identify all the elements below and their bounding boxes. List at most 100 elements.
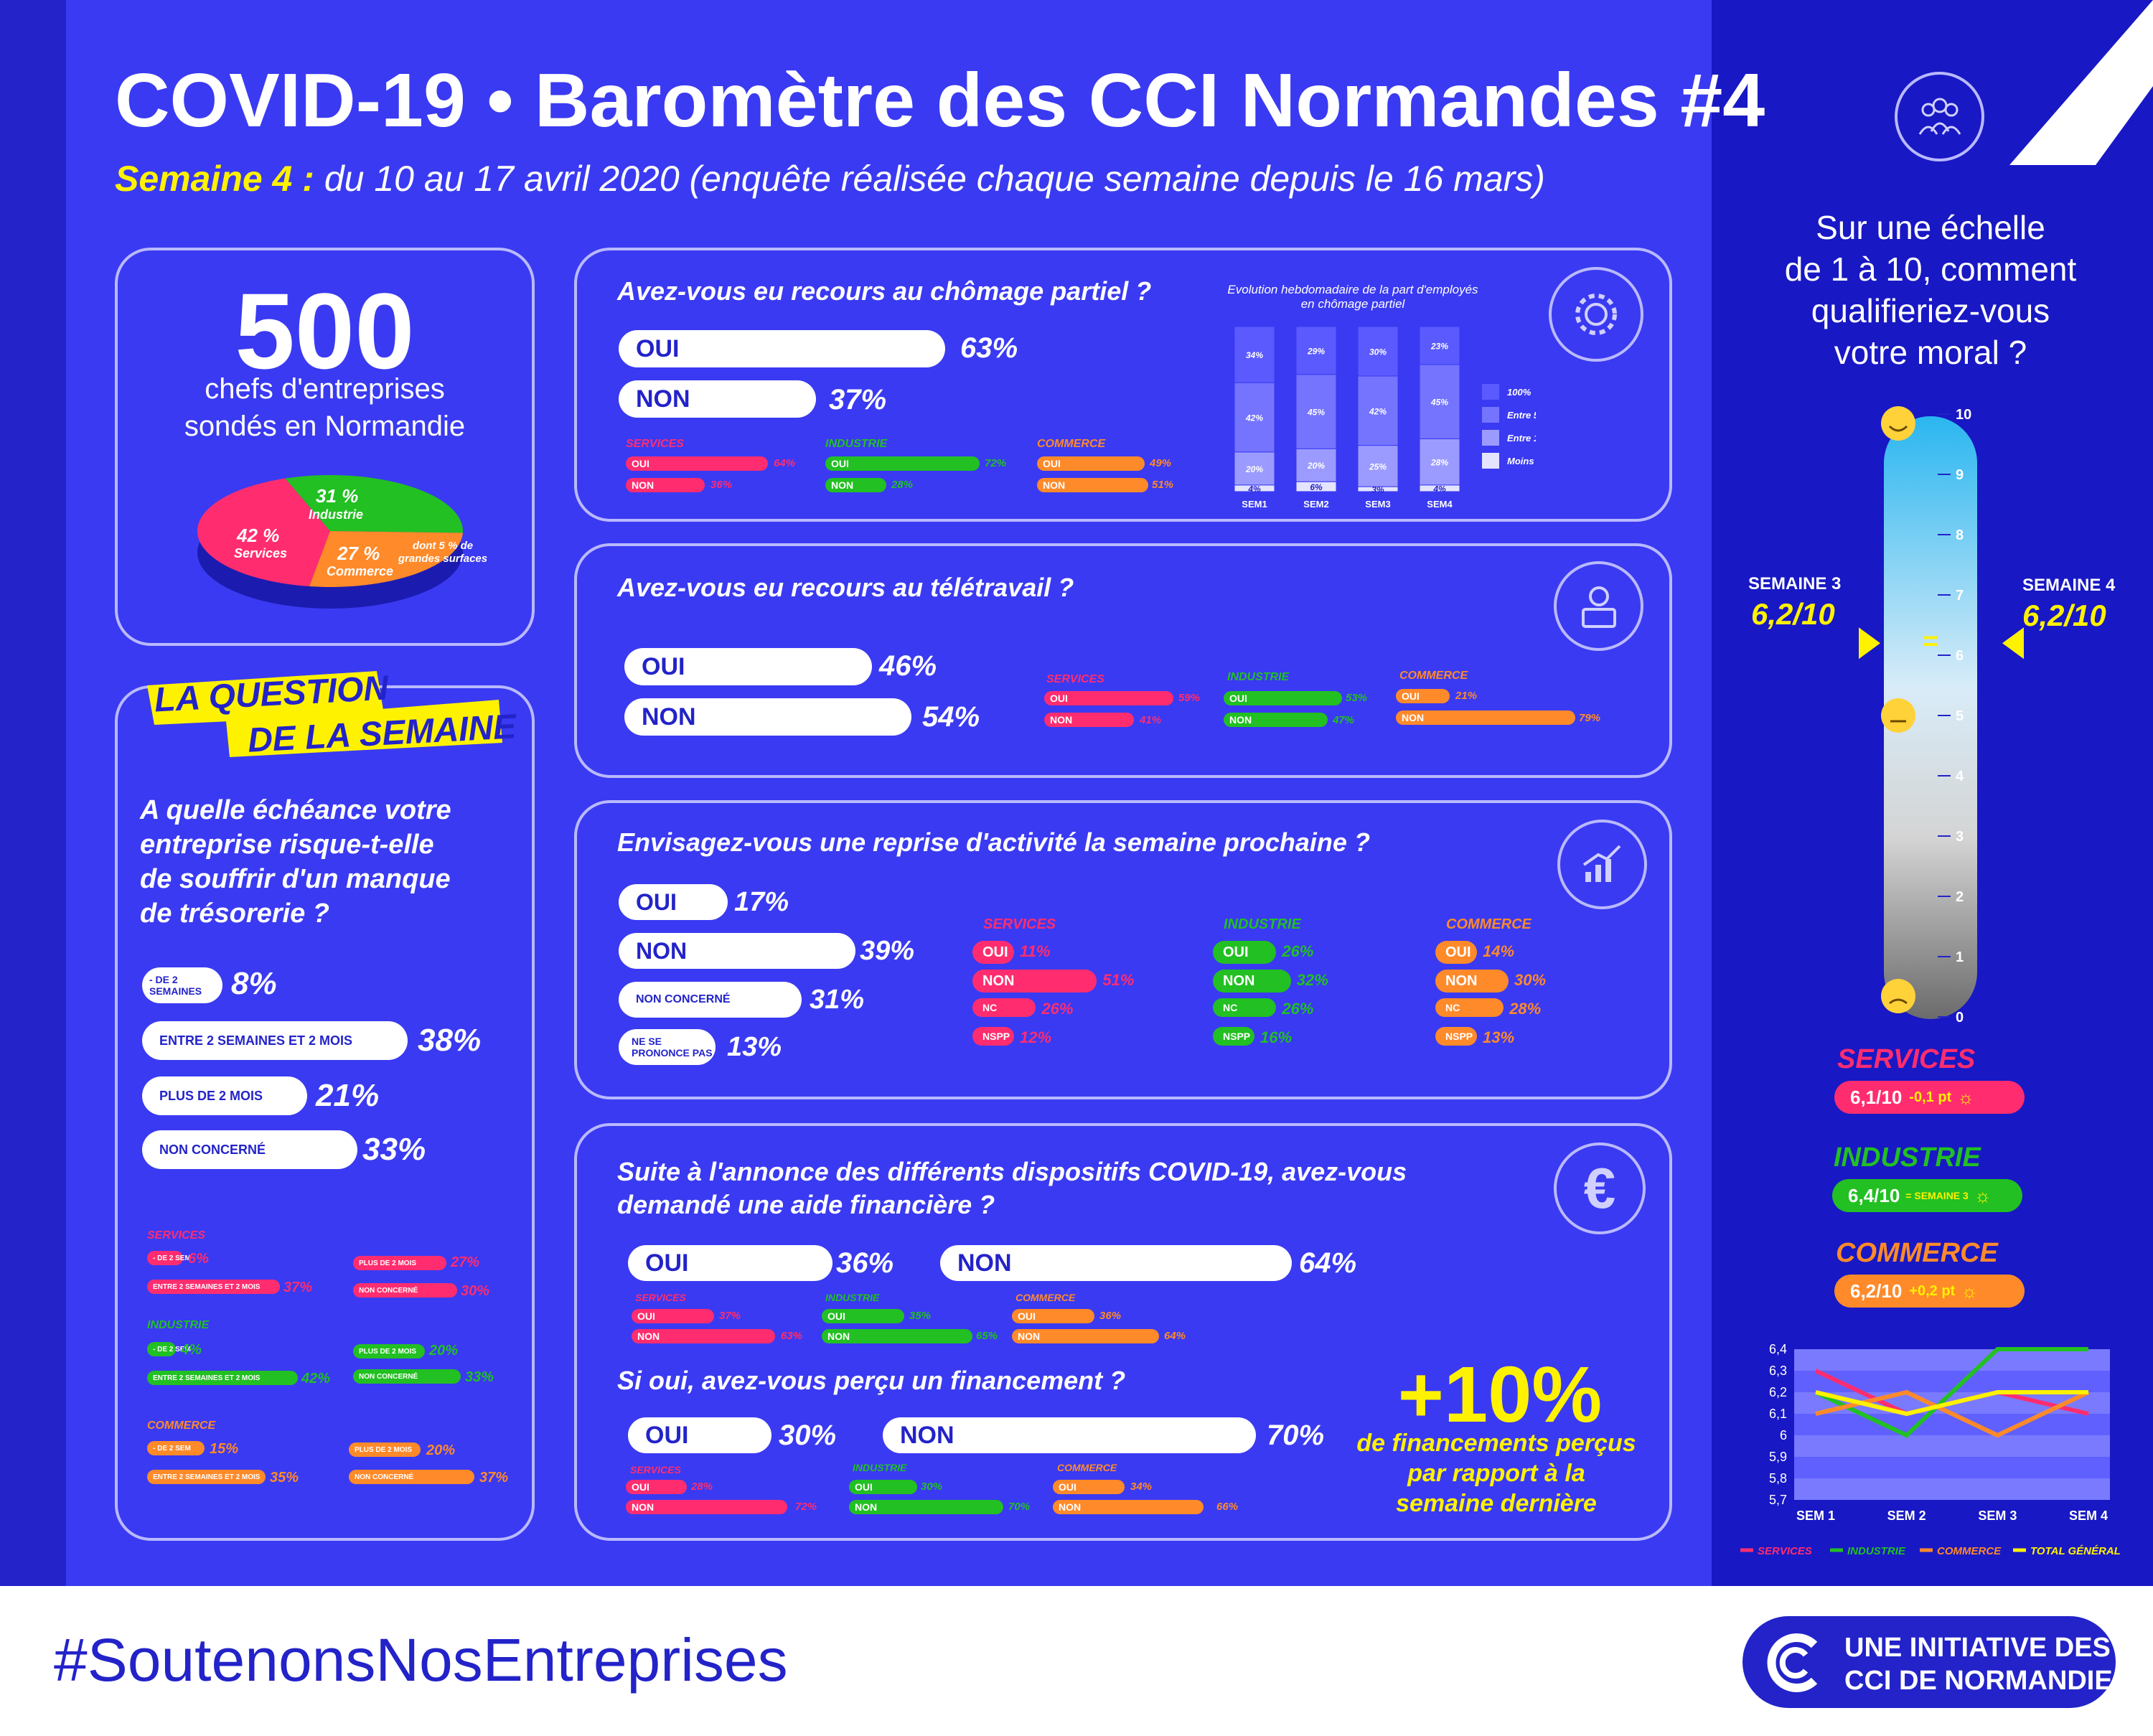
moral-sector-score: 6,2/10 (1850, 1280, 1903, 1302)
pie-slice-commerce (309, 531, 463, 587)
line-legend-label: SERVICES (1758, 1545, 1812, 1557)
stack-bar-label: 29% (1307, 346, 1325, 356)
page-title: COVID-19 • Baromètre des CCI Normandes #… (115, 58, 1765, 143)
neutral-face-icon (1881, 698, 1915, 733)
reprise-sector-bar: NSPP (1435, 1027, 1477, 1046)
chomage-sector-non-value: 28% (891, 479, 914, 491)
chomage-sector-oui-value: 64% (774, 457, 796, 469)
gauge-tick-label: 1 (1956, 949, 1964, 965)
qs-sector-bar: NON CONCERNÉ (349, 1470, 474, 1484)
teletravail-sector-name: INDUSTRIE (1227, 671, 1290, 683)
teletravail-sector-non-value: 47% (1333, 714, 1355, 726)
financement-sector-oui-value: 34% (1130, 1481, 1153, 1493)
pie-note: dont 5 % de grandes surfaces (398, 540, 488, 565)
footer-hashtag: #SoutenonsNosEntreprises (54, 1626, 788, 1694)
reprise-sector-value: 26% (1282, 942, 1314, 960)
line-x-tick: SEM 4 (2069, 1509, 2108, 1523)
qs-sector-value: 27% (451, 1254, 480, 1270)
respondents-line1: chefs d'entreprises (205, 373, 445, 405)
line-x-tick: SEM 2 (1887, 1509, 1926, 1523)
stack-bar-segment (1234, 327, 1275, 383)
stack-bar-label: 20% (1307, 461, 1325, 471)
stack-category-label: SEM3 (1365, 499, 1390, 510)
teletravail-sector-oui: OUI (1396, 689, 1450, 703)
moral-sector-delta: +0,2 pt (1909, 1282, 1956, 1299)
gauge-tick-label: 0 (1956, 1010, 1964, 1026)
qs-sector-bar: - DE 2 SEM (147, 1251, 191, 1265)
reprise-sector-bar: NON (1435, 970, 1509, 993)
respondents-panel (115, 248, 535, 646)
pie-cat-commerce: Commerce (327, 564, 393, 578)
pie-label-commerce: 27 % (337, 543, 380, 564)
stack-category-label: SEM4 (1427, 499, 1453, 510)
cci-initiative-badge[interactable] (1742, 1616, 2116, 1708)
stack-bar-label: 34% (1246, 350, 1263, 360)
moral-question: Sur une échelle de 1 à 10, comment quali… (1737, 207, 2124, 373)
reprise-option-pill: NON CONCERNÉ (619, 982, 802, 1018)
financement-sector-non-value: 66% (1216, 1501, 1239, 1513)
financement-oui-value: 30% (779, 1420, 837, 1451)
qs-sector-value: 20% (426, 1442, 456, 1458)
line-chart-band (1794, 1371, 2110, 1392)
stack-bar-label: 42% (1369, 406, 1387, 416)
qs-sector-bar: ENTRE 2 SEMAINES ET 2 MOIS (147, 1280, 280, 1294)
line-chart-band (1794, 1349, 2110, 1371)
line-series-total-g-n-ral (1815, 1390, 2088, 1417)
pie-slice-industrie (285, 475, 463, 533)
stack-bar-label: 25% (1369, 461, 1387, 471)
teletravail-panel (574, 543, 1672, 778)
stack-bar-label: 6% (1310, 482, 1323, 492)
stack-bar-label: 45% (1307, 407, 1325, 417)
teletravail-sector-non: NON (1396, 710, 1575, 725)
stack-bar-segment (1419, 364, 1460, 439)
reprise-option-value: 13% (727, 1032, 782, 1062)
qs-sector-bar: NON CONCERNÉ (353, 1283, 457, 1298)
stack-bar-segment (1357, 445, 1399, 487)
line-chart-band (1794, 1435, 2110, 1457)
financement-sector-oui-value: 28% (691, 1481, 713, 1493)
banner-shape-2 (226, 700, 502, 757)
line-legend-label: COMMERCE (1937, 1545, 2002, 1557)
stack-bar-label: 45% (1430, 398, 1448, 408)
reprise-sector-bar: NON (1213, 970, 1291, 993)
aide-sector-oui: OUI (822, 1309, 904, 1323)
chomage-sector-non-value: 51% (1152, 479, 1174, 491)
aide-oui-pill: OUI (628, 1245, 832, 1281)
moral-question-line: de 1 à 10, comment (1784, 250, 2077, 288)
gauge-equal-sign: = (1923, 626, 1938, 655)
gauge-tick-label: 8 (1956, 527, 1964, 543)
gauge-tick-label: 2 (1956, 889, 1964, 905)
reprise-option-pill: NON (619, 933, 855, 969)
aide-sector-oui: OUI (1012, 1309, 1094, 1323)
reprise-sector-bar: NC (1213, 998, 1277, 1017)
stack-legend-swatch (1482, 407, 1499, 423)
financement-sector-oui: OUI (849, 1480, 917, 1494)
pie-label-services: 42 % (236, 525, 279, 546)
reprise-sector-name: INDUSTRIE (1224, 916, 1301, 932)
qs-sector-bar: PLUS DE 2 MOIS (353, 1344, 425, 1359)
respondents-line2: sondés en Normandie (184, 410, 466, 442)
teletravail-sector-oui: OUI (1044, 691, 1173, 705)
people-group-icon-svg (1918, 98, 1961, 135)
line-y-tick: 6,3 (1769, 1364, 1787, 1378)
qs-option-pill: PLUS DE 2 MOIS (142, 1076, 307, 1115)
people-group-icon (1895, 72, 1984, 161)
week-dates: du 10 au 17 avril 2020 (enquête réalisée… (324, 159, 1545, 199)
reprise-sector-value: 32% (1296, 971, 1328, 989)
cci-initiative-text: UNE INITIATIVE DES CCI DE NORMANDIE (1844, 1631, 2113, 1697)
line-chart-band (1794, 1457, 2110, 1478)
corner-triangle (2009, 0, 2153, 165)
chomage-non-value: 37% (829, 384, 887, 416)
chomage-oui-value: 63% (960, 332, 1018, 364)
moral-question-line: qualifieriez-vous (1811, 292, 2050, 329)
moral-sector-score: 6,4/10 (1848, 1184, 1900, 1206)
chomage-sector-non: NON (626, 478, 705, 492)
reprise-sector-value: 28% (1509, 1000, 1542, 1018)
sad-face-icon (1881, 979, 1915, 1013)
semaine4-label: SEMAINE 4 (2022, 576, 2116, 595)
reprise-sector-bar: OUI (1435, 941, 1477, 964)
qs-sector-value: 42% (301, 1371, 331, 1387)
reprise-sector-bar: NC (972, 998, 1036, 1017)
gauge-tick-label: 4 (1956, 769, 1964, 784)
teletravail-question: Avez-vous eu recours au télétravail ? (617, 573, 1074, 602)
